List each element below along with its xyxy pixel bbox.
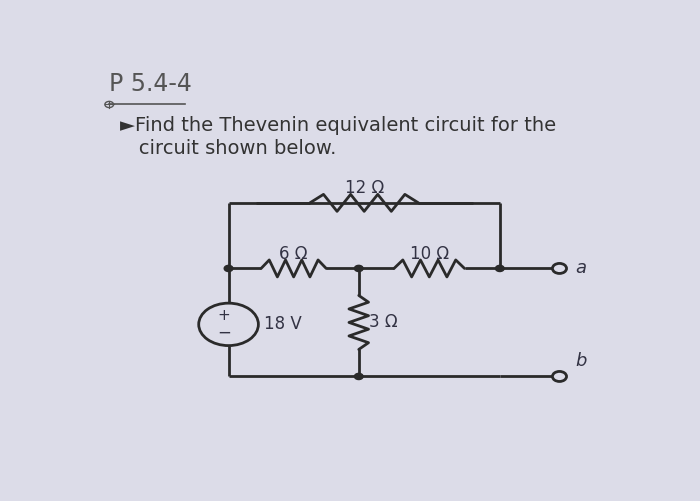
Text: 18 V: 18 V — [264, 315, 302, 333]
Text: 3 Ω: 3 Ω — [369, 314, 398, 332]
Circle shape — [496, 266, 504, 272]
Text: −: − — [217, 324, 231, 342]
Text: 12 Ω: 12 Ω — [344, 179, 384, 197]
Text: ►Find the Thevenin equivalent circuit for the: ►Find the Thevenin equivalent circuit fo… — [120, 116, 556, 135]
Text: P 5.4-4: P 5.4-4 — [109, 72, 192, 96]
Circle shape — [354, 266, 363, 272]
Text: +: + — [218, 309, 230, 323]
Text: 6 Ω: 6 Ω — [279, 245, 308, 263]
Text: a: a — [575, 260, 587, 278]
Text: circuit shown below.: circuit shown below. — [120, 139, 337, 158]
Text: b: b — [575, 352, 587, 370]
Circle shape — [354, 373, 363, 380]
Circle shape — [224, 266, 233, 272]
Text: 10 Ω: 10 Ω — [410, 245, 449, 263]
